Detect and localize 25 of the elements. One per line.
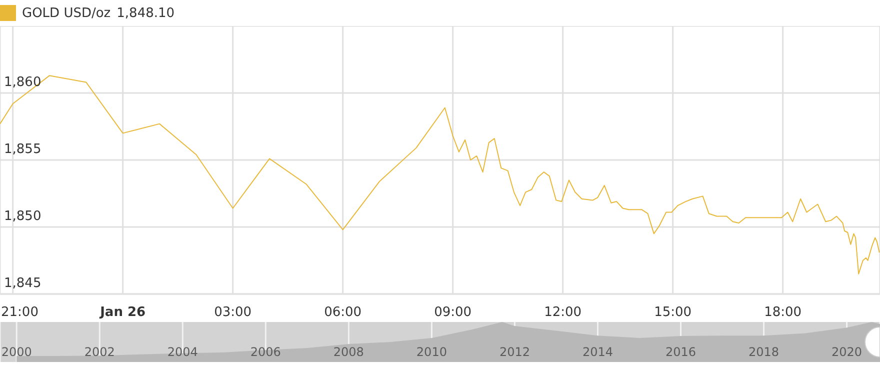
x-tick-label: 2002 xyxy=(84,345,115,359)
x-tick-label: 2018 xyxy=(748,345,780,359)
x-tick-label: 18:00 xyxy=(764,305,802,320)
x-tick-label: 2006 xyxy=(250,345,281,359)
x-tick-label: 09:00 xyxy=(434,305,472,320)
text: 1,848.10 xyxy=(116,6,175,20)
x-tick-label: 06:00 xyxy=(324,305,362,320)
x-tick-label: 03:00 xyxy=(214,305,252,320)
x-tick-label: 2004 xyxy=(167,345,198,359)
y-tick-label: 1,855 xyxy=(4,142,42,157)
x-tick-label: 2014 xyxy=(582,345,614,359)
x-tick-label: 2010 xyxy=(416,345,447,359)
y-tick-label: 1,850 xyxy=(4,209,42,224)
x-tick-label: 2012 xyxy=(499,345,530,359)
x-tick-label: 21:00 xyxy=(1,305,38,320)
x-tick-label: 2008 xyxy=(333,345,364,359)
y-tick-label: 1,860 xyxy=(4,75,42,90)
legend-label: GOLD USD/oz xyxy=(22,6,111,20)
x-tick-label: 2000 xyxy=(1,345,32,359)
x-tick-label: 15:00 xyxy=(654,305,692,320)
x-tick-label: 12:00 xyxy=(544,305,582,320)
x-tick-label: 2016 xyxy=(665,345,696,359)
x-tick-label: 2020 xyxy=(832,345,862,359)
y-tick-label: 1,845 xyxy=(4,276,42,291)
x-tick-label: Jan 26 xyxy=(99,305,146,320)
